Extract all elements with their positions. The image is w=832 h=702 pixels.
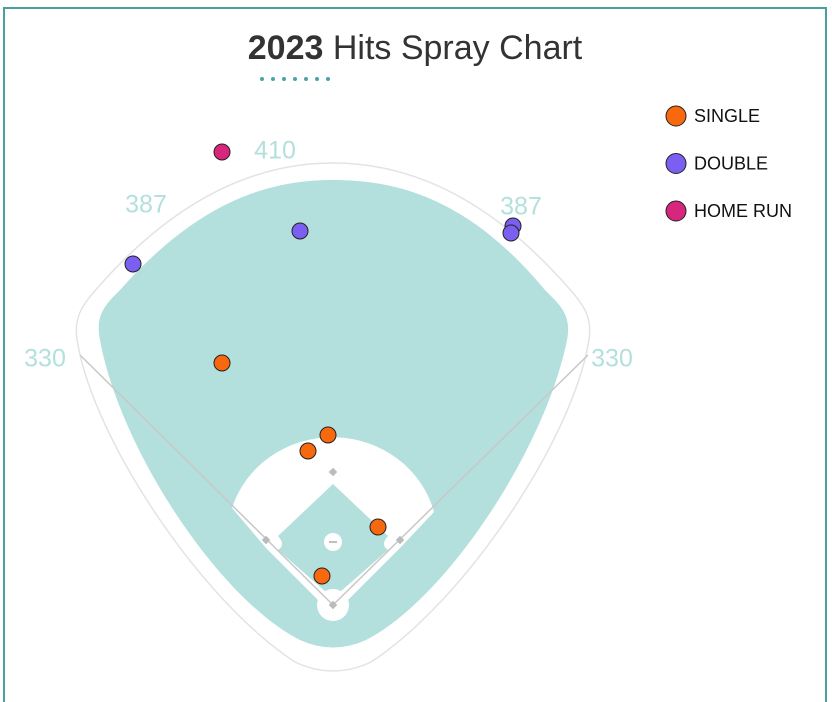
legend-marker bbox=[665, 200, 687, 222]
hit-point bbox=[291, 222, 309, 240]
wall-distance: 387 bbox=[125, 191, 167, 219]
wall-distance: 330 bbox=[24, 345, 66, 373]
hit-point bbox=[124, 255, 142, 273]
hit-point bbox=[213, 354, 231, 372]
title-year: 2023 bbox=[248, 29, 324, 67]
hit-point bbox=[213, 143, 231, 161]
legend-label: DOUBLE bbox=[694, 153, 768, 173]
wall-distance: 330 bbox=[591, 345, 633, 373]
card-border bbox=[3, 7, 827, 702]
field bbox=[75, 162, 591, 672]
wall-distance: 387 bbox=[500, 193, 542, 221]
legend-label: SINGLE bbox=[694, 106, 760, 126]
chart-title: 2023 Hits Spray Chart bbox=[248, 29, 583, 67]
wall-distance: 410 bbox=[254, 137, 296, 165]
hit-point bbox=[319, 426, 337, 444]
hit-point bbox=[369, 518, 387, 536]
title-text: Hits Spray Chart bbox=[333, 29, 583, 67]
legend-label: HOME RUN bbox=[694, 201, 792, 221]
legend-marker bbox=[665, 105, 687, 127]
hit-point bbox=[313, 567, 331, 585]
hit-point bbox=[502, 224, 520, 242]
hit-point bbox=[299, 442, 317, 460]
legend-marker bbox=[665, 153, 687, 174]
title-underline bbox=[260, 77, 330, 81]
